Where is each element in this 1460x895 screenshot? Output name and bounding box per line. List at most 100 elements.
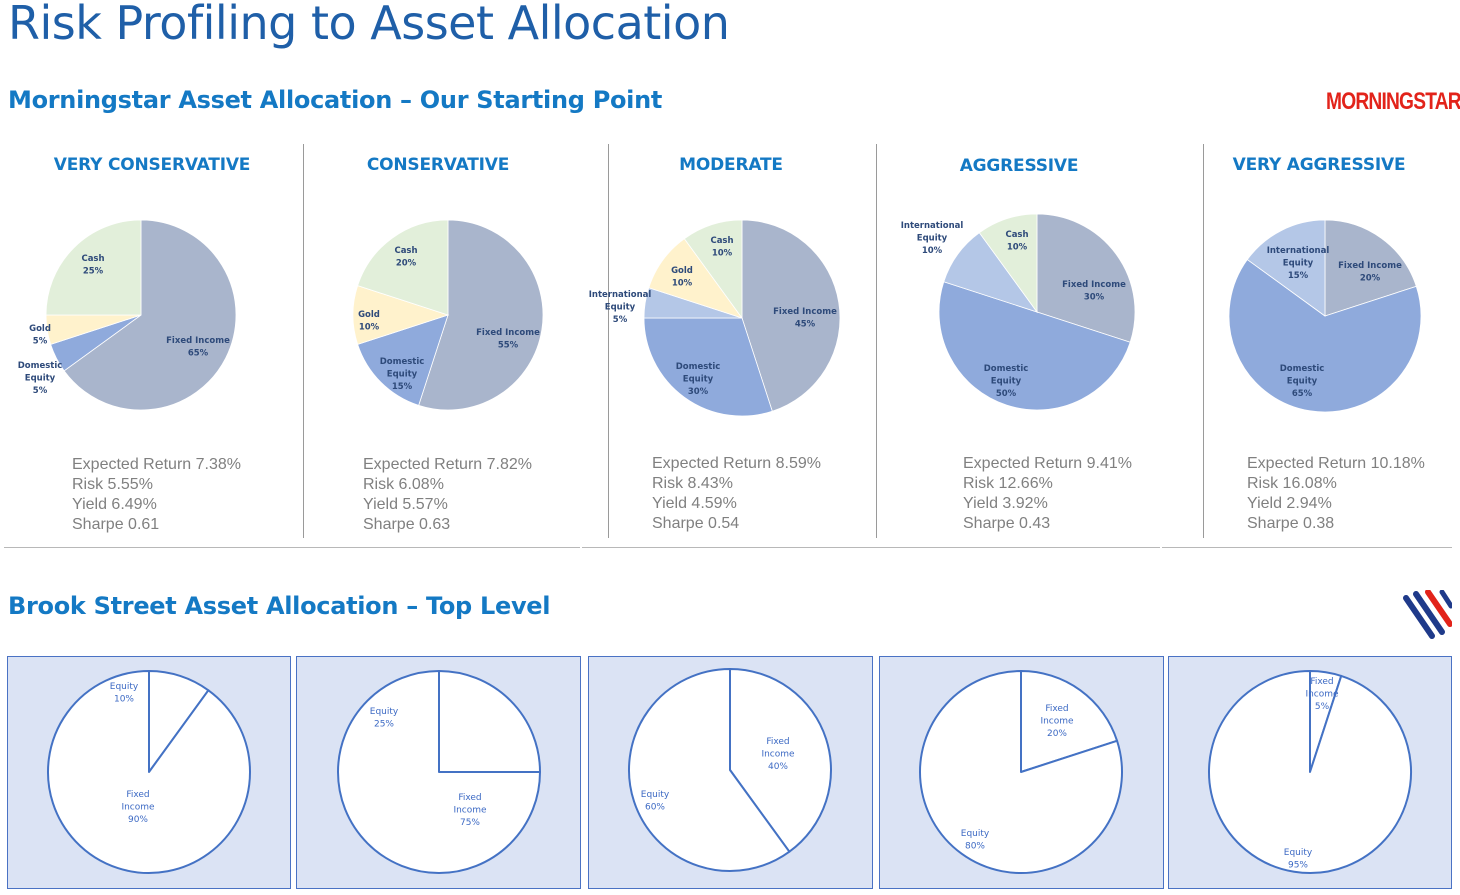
- morningstar-logo: MORNINGSTAR®: [1326, 88, 1460, 116]
- brookstreet-pie-3: Fixed Income 40% Equity 60%: [628, 668, 832, 872]
- slice-label: International Equity 10%: [901, 221, 964, 256]
- slice-label: Equity 10%: [110, 682, 139, 705]
- pie-chart-very-conservative: Fixed Income 65% Domestic Equity 5% Gold 5% Cas…: [18, 219, 237, 411]
- slice-label: Equity 25%: [370, 707, 399, 730]
- pie-slice-cash: [45, 219, 142, 316]
- section-divider: [1162, 547, 1452, 548]
- slice-label: International Equity 5%: [589, 290, 652, 325]
- pie-chart-very-aggressive: Fixed Income 20% Domestic Equity 65% Internat…: [1228, 219, 1422, 413]
- slice-label: Gold 5%: [29, 324, 51, 347]
- stats-aggressive: Expected Return 9.41% Risk 12.66% Yield …: [963, 454, 1132, 534]
- pie-slice-cash: [978, 213, 1038, 314]
- slice-label: Gold 10%: [671, 266, 693, 289]
- pie-slice-fixed-income: [47, 670, 251, 874]
- yield-text: Yield 5.57%: [363, 496, 448, 513]
- pie-chart-aggressive: Fixed Income 30% Domestic Equity 50% Internat…: [901, 213, 1136, 411]
- brookstreet-pie-1: Equity 10% Fixed Income 90%: [47, 670, 251, 874]
- pie-slice-cash: [683, 219, 743, 320]
- pie-slice-equity: [1208, 670, 1412, 874]
- pie-slice-domestic-equity: [357, 314, 449, 406]
- sharpe-text: Sharpe 0.63: [363, 516, 451, 533]
- pie-slice-fixed-income: [729, 668, 832, 853]
- slice-label: Gold 10%: [358, 310, 380, 333]
- slice-label: Domestic Equity 30%: [676, 362, 721, 397]
- profile-heading-very-conservative: VERY CONSERVATIVE: [53, 155, 251, 175]
- section-divider: [4, 547, 580, 548]
- brookstreet-section-title: Brook Street Asset Allocation – Top Leve…: [8, 592, 551, 620]
- sharpe-text: Sharpe 0.38: [1247, 515, 1335, 532]
- slice-label: Equity 95%: [1284, 848, 1313, 871]
- column-divider: [876, 144, 877, 538]
- profile-heading-moderate: MODERATE: [679, 155, 783, 175]
- brookstreet-pie-4: Fixed Income 20% Equity 80%: [919, 670, 1123, 874]
- yield-text: Yield 6.49%: [72, 496, 157, 513]
- brook-street-logo: [1403, 590, 1452, 639]
- risk-text: Risk 12.66%: [963, 475, 1053, 492]
- slice-label: Fixed Income 90%: [121, 790, 155, 825]
- slice-label: Fixed Income 55%: [476, 328, 540, 351]
- slice-label: Domestic Equity 5%: [18, 361, 63, 396]
- pie-slice-fixed-income: [1324, 219, 1417, 317]
- yield-text: Yield 3.92%: [963, 495, 1048, 512]
- slice-label: Fixed Income 65%: [166, 336, 230, 359]
- morningstar-section-title: Morningstar Asset Allocation – Our Start…: [8, 86, 663, 114]
- section-divider: [582, 547, 1160, 548]
- slice-label: Equity 60%: [641, 790, 670, 813]
- pie-slice-equity: [919, 670, 1123, 874]
- yield-text: Yield 2.94%: [1247, 495, 1332, 512]
- risk-text: Risk 8.43%: [652, 475, 733, 492]
- column-divider: [303, 144, 304, 538]
- pie-slice-domestic-equity: [938, 281, 1131, 411]
- expected-return-text: Expected Return 10.18%: [1247, 455, 1425, 472]
- stats-very-aggressive: Expected Return 10.18% Risk 16.08% Yield…: [1247, 454, 1425, 534]
- pie-slice-fixed-income: [337, 670, 541, 874]
- pie-slice-equity: [438, 670, 541, 773]
- pie-slice-fixed-income: [1020, 670, 1119, 773]
- slice-label: Cash 10%: [1005, 230, 1028, 253]
- page-title: Risk Profiling to Asset Allocation: [8, 0, 730, 50]
- pie-slice-fixed-income: [1036, 213, 1136, 343]
- slice-label: Domestic Equity 15%: [380, 357, 425, 392]
- stats-very-conservative: Expected Return 7.38% Risk 5.55% Yield 6…: [72, 455, 241, 535]
- slice-label: Cash 10%: [710, 236, 733, 259]
- profile-heading-very-aggressive: VERY AGGRESSIVE: [1232, 155, 1406, 175]
- column-divider: [608, 144, 609, 538]
- slice-label: Domestic Equity 50%: [984, 364, 1029, 399]
- pie-slice-fixed-income: [418, 219, 544, 411]
- sharpe-text: Sharpe 0.61: [72, 516, 160, 533]
- slice-label: Fixed Income 30%: [1062, 280, 1126, 303]
- pie-slice-fixed-income: [63, 219, 237, 411]
- expected-return-text: Expected Return 8.59%: [652, 455, 821, 472]
- slice-label: Fixed Income 75%: [453, 793, 487, 828]
- pie-chart-conservative: Fixed Income 55% Domestic Equity 15% Gold 10% C…: [352, 219, 544, 411]
- pie-slice-international-equity: [1246, 219, 1326, 317]
- expected-return-text: Expected Return 7.82%: [363, 456, 532, 473]
- sharpe-text: Sharpe 0.54: [652, 515, 740, 532]
- slice-label: Fixed Income 20%: [1338, 261, 1402, 284]
- profile-heading-aggressive: AGGRESSIVE: [959, 156, 1079, 176]
- brookstreet-pie-5: Fixed Income 5% Equity 95%: [1208, 670, 1412, 874]
- pie-slice-equity: [628, 668, 791, 872]
- expected-return-text: Expected Return 7.38%: [72, 456, 241, 473]
- pie-chart-moderate: Fixed Income 45% Domestic Equity 30% Internat…: [589, 219, 841, 417]
- slice-label: Fixed Income 40%: [761, 737, 795, 772]
- brookstreet-pie-2: Equity 25% Fixed Income 75%: [337, 670, 541, 874]
- risk-text: Risk 16.08%: [1247, 475, 1337, 492]
- slice-label: Domestic Equity 65%: [1280, 364, 1325, 399]
- slice-label: Equity 80%: [961, 829, 990, 852]
- slice-label: Cash 20%: [394, 246, 417, 269]
- morningstar-logo-text: MORNINGSTAR: [1326, 88, 1460, 115]
- pie-slice-domestic-equity: [643, 317, 773, 417]
- slice-label: Fixed Income 20%: [1040, 704, 1074, 739]
- slice-label: Fixed Income 45%: [773, 307, 837, 330]
- yield-text: Yield 4.59%: [652, 495, 737, 512]
- expected-return-text: Expected Return 9.41%: [963, 455, 1132, 472]
- pie-slice-domestic-equity: [1228, 259, 1422, 413]
- column-divider: [1203, 144, 1204, 538]
- stats-conservative: Expected Return 7.82% Risk 6.08% Yield 5…: [363, 455, 532, 535]
- slice-label: Cash 25%: [81, 254, 104, 277]
- pie-slice-cash: [357, 219, 449, 316]
- risk-text: Risk 5.55%: [72, 476, 153, 493]
- sharpe-text: Sharpe 0.43: [963, 515, 1051, 532]
- risk-text: Risk 6.08%: [363, 476, 444, 493]
